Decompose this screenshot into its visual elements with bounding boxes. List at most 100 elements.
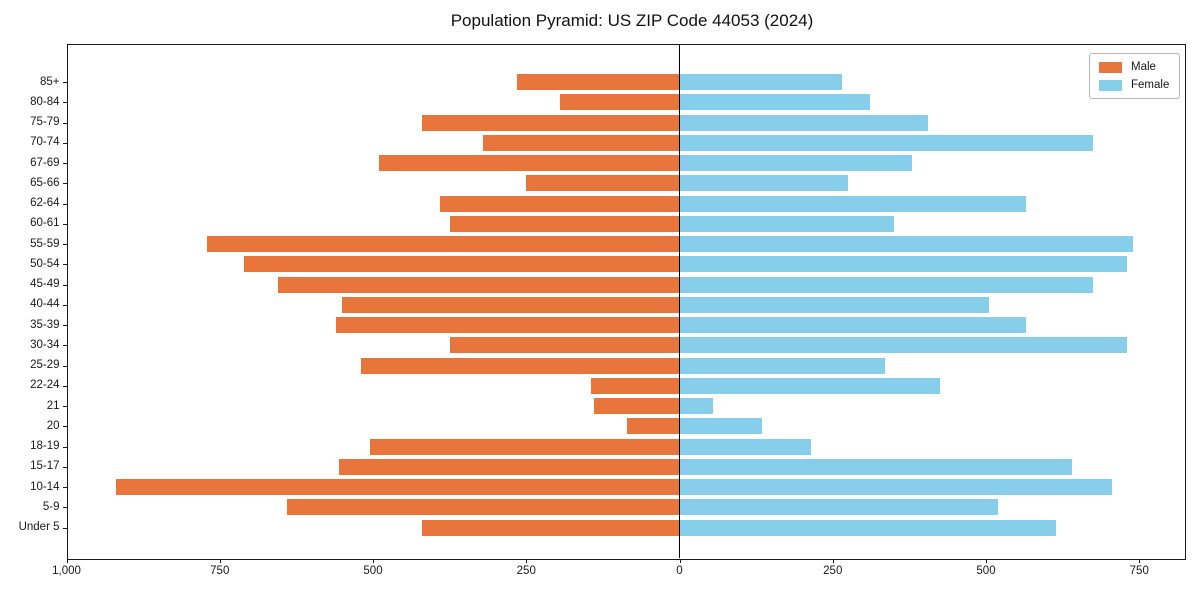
y-axis-tick-21 (62, 406, 67, 407)
bar-male-Under 5 (422, 519, 680, 536)
bar-female-30-34 (679, 337, 1127, 354)
bar-male-25-29 (360, 357, 680, 374)
bar-male-21 (593, 398, 680, 414)
bar-female-22-24 (679, 377, 941, 394)
y-axis-tick-10-14 (62, 487, 67, 488)
bar-female-65-66 (679, 175, 849, 192)
x-axis-tick-0 (66, 559, 68, 563)
y-tick-label-Under 5: Under 5 (18, 521, 60, 533)
y-axis-tick-67-69 (62, 163, 67, 164)
x-tick-label-5: 250 (823, 565, 843, 577)
bar-male-35-39 (336, 317, 680, 333)
bar-female-85+ (679, 74, 842, 90)
bar-male-5-9 (287, 499, 680, 516)
bar-female-70-74 (679, 134, 1094, 151)
bar-female-Under 5 (679, 519, 1057, 536)
legend-item-male: Male (1099, 61, 1169, 73)
y-axis-tick-25-29 (62, 365, 67, 367)
y-tick-label-10-14: 10-14 (30, 480, 60, 493)
bar-female-40-44 (679, 296, 990, 313)
bar-male-85+ (517, 74, 680, 90)
y-tick-label-67-69: 67-69 (30, 156, 60, 169)
bar-female-5-9 (679, 499, 999, 516)
y-axis-tick-30-34 (62, 345, 67, 347)
y-tick-label-80-84: 80-84 (30, 95, 60, 108)
y-tick-label-35-39: 35-39 (30, 318, 60, 331)
x-tick-label-1: 750 (210, 565, 230, 577)
y-axis-tick-75-79 (62, 122, 67, 124)
bar-male-60-61 (449, 215, 680, 232)
legend-male-label: Male (1131, 61, 1156, 73)
bar-female-67-69 (679, 155, 913, 171)
bar-male-50-54 (244, 256, 680, 273)
legend-female-label: Female (1131, 79, 1170, 91)
y-tick-label-30-34: 30-34 (30, 338, 60, 351)
x-axis-tick-2 (373, 559, 374, 563)
bar-female-50-54 (679, 256, 1127, 273)
x-tick-label-7: 750 (1129, 565, 1149, 577)
y-tick-label-70-74: 70-74 (30, 136, 60, 149)
plot-area (66, 44, 1186, 560)
legend: Male Female (1089, 53, 1181, 99)
y-axis-tick-35-39 (62, 325, 67, 326)
y-axis-tick-65-66 (62, 183, 67, 185)
x-axis-tick-7 (1139, 559, 1141, 563)
y-tick-label-22-24: 22-24 (30, 379, 60, 392)
bar-male-65-66 (526, 175, 680, 192)
y-axis-tick-Under 5 (62, 527, 67, 529)
y-tick-label-40-44: 40-44 (30, 298, 60, 311)
y-axis-tick-45-49 (62, 284, 67, 286)
bar-male-30-34 (449, 337, 680, 354)
y-axis-tick-5-9 (62, 507, 67, 509)
bar-female-21 (679, 398, 714, 414)
x-tick-label-4: 0 (676, 565, 683, 577)
bar-female-62-64 (679, 195, 1026, 212)
x-axis-tick-6 (986, 559, 987, 563)
chart-title: Population Pyramid: US ZIP Code 44053 (2… (450, 11, 814, 30)
bar-male-70-74 (483, 134, 680, 151)
bar-female-25-29 (679, 357, 885, 374)
bar-female-15-17 (679, 458, 1072, 475)
x-tick-label-0: 1,000 (52, 565, 81, 577)
y-tick-label-45-49: 45-49 (30, 278, 60, 290)
y-axis-tick-85+ (62, 82, 67, 83)
bar-male-75-79 (422, 114, 680, 131)
y-axis-tick-80-84 (62, 102, 67, 104)
legend-item-female: Female (1099, 79, 1169, 91)
y-axis-tick-15-17 (62, 466, 67, 468)
y-axis-tick-55-59 (62, 244, 67, 245)
bar-male-18-19 (369, 438, 680, 455)
y-tick-label-65-66: 65-66 (30, 176, 60, 189)
y-tick-label-20: 20 (46, 419, 60, 432)
x-tick-label-2: 500 (363, 565, 383, 577)
y-tick-label-85+: 85+ (39, 75, 60, 88)
y-tick-label-18-19: 18-19 (30, 440, 60, 452)
y-axis-tick-20 (62, 426, 67, 428)
y-tick-label-60-61: 60-61 (30, 217, 60, 230)
bar-female-80-84 (679, 94, 870, 111)
y-axis-tick-18-19 (62, 446, 67, 448)
bar-male-15-17 (339, 458, 680, 475)
bar-male-20 (627, 418, 680, 435)
x-axis-tick-4 (679, 559, 681, 563)
y-tick-label-25-29: 25-29 (30, 359, 60, 371)
bar-female-10-14 (679, 479, 1112, 495)
bar-female-18-19 (679, 438, 812, 455)
y-axis-tick-50-54 (62, 264, 67, 266)
y-tick-label-21: 21 (46, 399, 60, 412)
bar-female-55-59 (679, 236, 1134, 252)
bar-male-22-24 (590, 377, 680, 394)
y-tick-label-55-59: 55-59 (30, 237, 60, 250)
bar-male-62-64 (440, 195, 680, 212)
y-tick-label-5-9: 5-9 (42, 500, 60, 513)
y-axis-tick-62-64 (62, 203, 67, 205)
y-tick-label-62-64: 62-64 (30, 197, 60, 209)
bar-male-45-49 (277, 276, 680, 293)
x-tick-label-6: 500 (976, 565, 996, 577)
y-tick-label-15-17: 15-17 (30, 460, 60, 473)
bar-female-45-49 (679, 276, 1094, 293)
female-swatch-icon (1099, 79, 1122, 91)
x-tick-label-3: 250 (516, 565, 536, 577)
bar-female-60-61 (679, 215, 895, 232)
